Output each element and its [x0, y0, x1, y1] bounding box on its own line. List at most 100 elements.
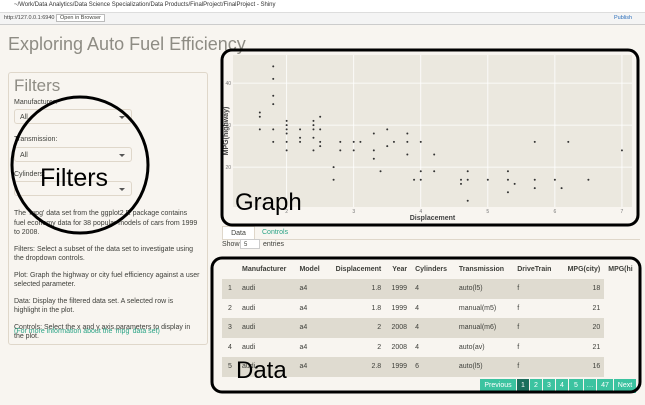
annotation-label: Graph	[235, 189, 302, 216]
page-button[interactable]: 3	[543, 379, 555, 393]
point	[386, 128, 389, 131]
page-button[interactable]: Next	[614, 379, 636, 393]
header-cell[interactable]: Year	[392, 266, 408, 273]
table-row[interactable]: 5 audi a4 2.8 1999 6 auto(l5) f 16	[222, 357, 640, 377]
point	[258, 115, 261, 118]
point	[319, 115, 322, 118]
table-row[interactable]: 3 audi a4 2 2008 4 manual(m6) f 20	[222, 318, 640, 338]
length-select[interactable]: 5	[240, 239, 260, 249]
x-tick-label: 5	[486, 209, 489, 215]
table-cell: 1999	[391, 304, 408, 312]
table-cell: a4	[299, 304, 308, 312]
page-button[interactable]: 4	[556, 379, 568, 393]
transmission-select[interactable]: All	[14, 147, 132, 162]
point	[258, 128, 261, 131]
header-cell[interactable]: Transmission	[458, 266, 505, 273]
point	[567, 140, 570, 143]
info-link[interactable]: (For more information about the 'mpg' da…	[14, 328, 160, 335]
point	[359, 140, 362, 143]
y-tick-label: 30	[225, 123, 231, 129]
point	[285, 119, 288, 122]
manufacturer-select[interactable]: All	[14, 109, 132, 124]
point	[486, 178, 489, 181]
point	[339, 140, 342, 143]
publish[interactable]: Publish	[614, 15, 633, 21]
point	[319, 145, 322, 148]
header-cell[interactable]: Manufacturer	[242, 266, 287, 273]
header-row: Manufacturer Model Displacement Year Cylinde…	[222, 260, 640, 279]
table-cell: 1.8	[371, 285, 382, 293]
tab[interactable]: Controls	[262, 229, 289, 236]
table-row[interactable]: 4 audi a4 2 2008 4 auto(av) f 21	[222, 337, 640, 357]
point	[513, 182, 516, 185]
open-in-browser[interactable]: Open in Browser	[56, 14, 105, 22]
table-cell: 4	[415, 285, 419, 293]
x-tick-label: 2	[285, 209, 288, 215]
table-cell: 4	[415, 324, 419, 332]
point	[285, 132, 288, 135]
page-button[interactable]: Previous	[480, 379, 516, 393]
header-cell[interactable]: Model	[299, 266, 320, 273]
table-cell: audi	[242, 324, 256, 332]
x-tick-label: 7	[621, 209, 624, 215]
x-axis-label: Displacement	[410, 215, 456, 222]
table-cell: auto(l5)	[458, 285, 483, 293]
point	[386, 145, 389, 148]
table-cell: f	[517, 343, 520, 351]
sidebar-heading: Filters	[14, 76, 61, 95]
header-cell[interactable]: Displacement	[335, 266, 382, 273]
table-cell: 3	[228, 324, 232, 332]
point	[299, 128, 302, 131]
point	[299, 136, 302, 139]
point	[419, 170, 422, 173]
point	[332, 178, 335, 181]
table-cell: 4	[415, 343, 419, 351]
point	[285, 140, 288, 143]
point	[587, 178, 590, 181]
point	[620, 149, 623, 152]
point	[319, 140, 322, 143]
plot: 20 30 40 2 3 4 5 6 7 Displacement MPG(highway)	[223, 55, 632, 222]
table-cell: a4	[299, 363, 308, 371]
table-cell: 6	[415, 363, 419, 371]
header-cell[interactable]: DriveTrain	[517, 266, 552, 273]
point	[466, 178, 469, 181]
show-label: Show	[222, 241, 240, 248]
page-button[interactable]: 2	[530, 379, 542, 393]
header-cell[interactable]: MPG(city)	[567, 266, 601, 273]
annotation-box	[220, 48, 640, 227]
toolbar: http://127.0.0.1:6940 Open in Browser Pu…	[0, 13, 645, 25]
point	[352, 149, 355, 152]
point	[272, 140, 275, 143]
point	[406, 132, 409, 135]
table-cell: 2008	[391, 343, 408, 351]
annotation-label: Filters	[40, 164, 108, 192]
table-row[interactable]: 1 audi a4 1.8 1999 4 auto(l5) f 18	[222, 279, 640, 299]
cylinders-select[interactable]	[14, 181, 132, 196]
table-cell: f	[517, 285, 520, 293]
header-cell[interactable]: Cylinders	[415, 266, 447, 273]
header-cell[interactable]: MPG(hi	[608, 266, 633, 273]
point	[312, 136, 315, 139]
table-cell: 1999	[391, 285, 408, 293]
paragraph: Data: Display the filtered data set. A s…	[14, 297, 174, 315]
page-button[interactable]: 1	[517, 379, 529, 393]
point	[312, 119, 315, 122]
table-cell: f	[517, 363, 520, 371]
table-cell: audi	[242, 285, 256, 293]
page-button[interactable]: 5	[569, 379, 583, 393]
point	[406, 140, 409, 143]
paragraph: The 'mpg' data set from the ggplot2 R pa…	[14, 210, 198, 236]
page-button[interactable]: …	[584, 379, 596, 393]
point	[406, 153, 409, 156]
table-cell: 2.8	[371, 363, 382, 371]
table-cell: f	[517, 304, 520, 312]
point	[433, 153, 436, 156]
table-cell: audi	[242, 363, 256, 371]
page-button[interactable]: 47	[597, 379, 613, 393]
point	[299, 140, 302, 143]
point	[272, 65, 275, 68]
table-row[interactable]: 2 audi a4 1.8 1999 4 manual(m5) f 21	[222, 298, 640, 318]
